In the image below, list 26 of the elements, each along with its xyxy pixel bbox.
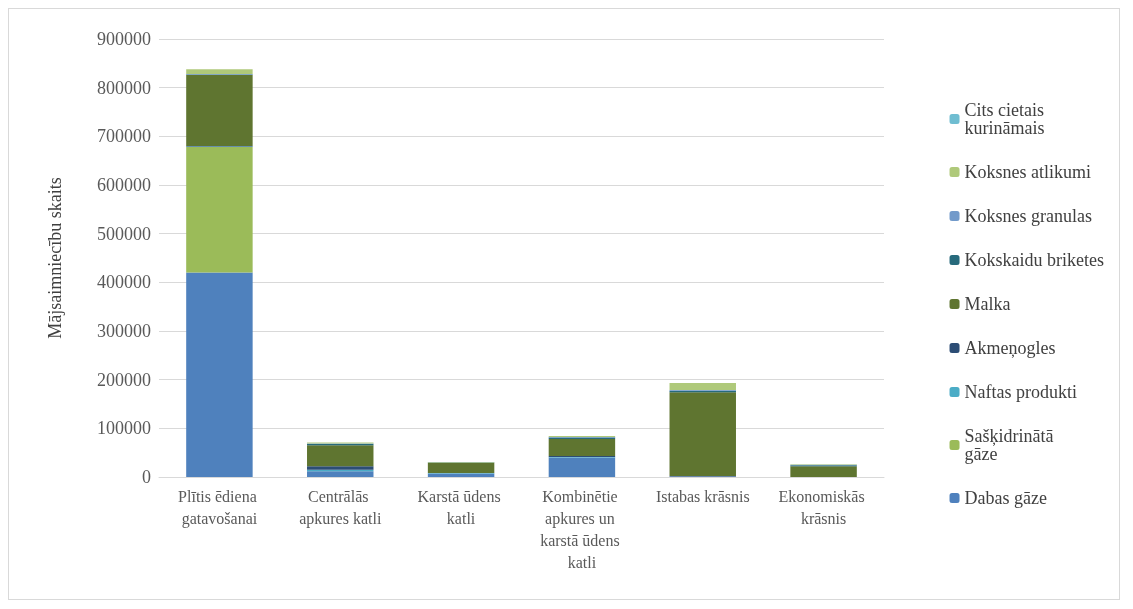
legend-label: Akmeņogles — [964, 338, 1056, 358]
legend-label: Naftas produkti — [964, 382, 1078, 402]
y-tick-label: 400000 — [97, 272, 151, 293]
x-tick-label: Istabas krāsnis — [655, 487, 750, 505]
legend-label: Koksnes atlikumi — [964, 162, 1092, 182]
legend-label: Dabas gāze — [964, 488, 1047, 508]
x-tick-label: Ekonomiskās krāsnis — [778, 487, 869, 527]
y-tick-label: 800000 — [97, 77, 151, 98]
legend-label: Kokskaidu briketes — [964, 250, 1105, 270]
x-tick-label: Kombinētie apkures un karstā ūdens katli — [540, 487, 624, 571]
x-tick-label: Karstā ūdens katli — [417, 487, 505, 527]
legend-label: Malka — [964, 294, 1011, 314]
x-tick-label: Plītis ēdiena gatavošanai — [178, 487, 261, 528]
y-tick-label: 600000 — [97, 175, 151, 195]
y-axis-title: Mājsaimniecību skaits — [45, 177, 65, 339]
y-tick-label: 300000 — [97, 321, 151, 341]
legend-label: Sašķidrinātā gāze — [964, 426, 1059, 464]
y-tick-label: 100000 — [97, 418, 151, 439]
y-tick-label: 900000 — [97, 29, 151, 49]
y-tick-label: 700000 — [97, 126, 151, 147]
legend-label: Cits cietais kurināmais — [964, 100, 1049, 138]
legend-label: Koksnes granulas — [964, 206, 1093, 226]
y-tick-label: 200000 — [97, 369, 151, 390]
y-tick-label: 0 — [142, 467, 151, 487]
y-tick-label: 500000 — [97, 223, 151, 244]
x-tick-label: Centrālās apkures katli — [299, 487, 382, 528]
